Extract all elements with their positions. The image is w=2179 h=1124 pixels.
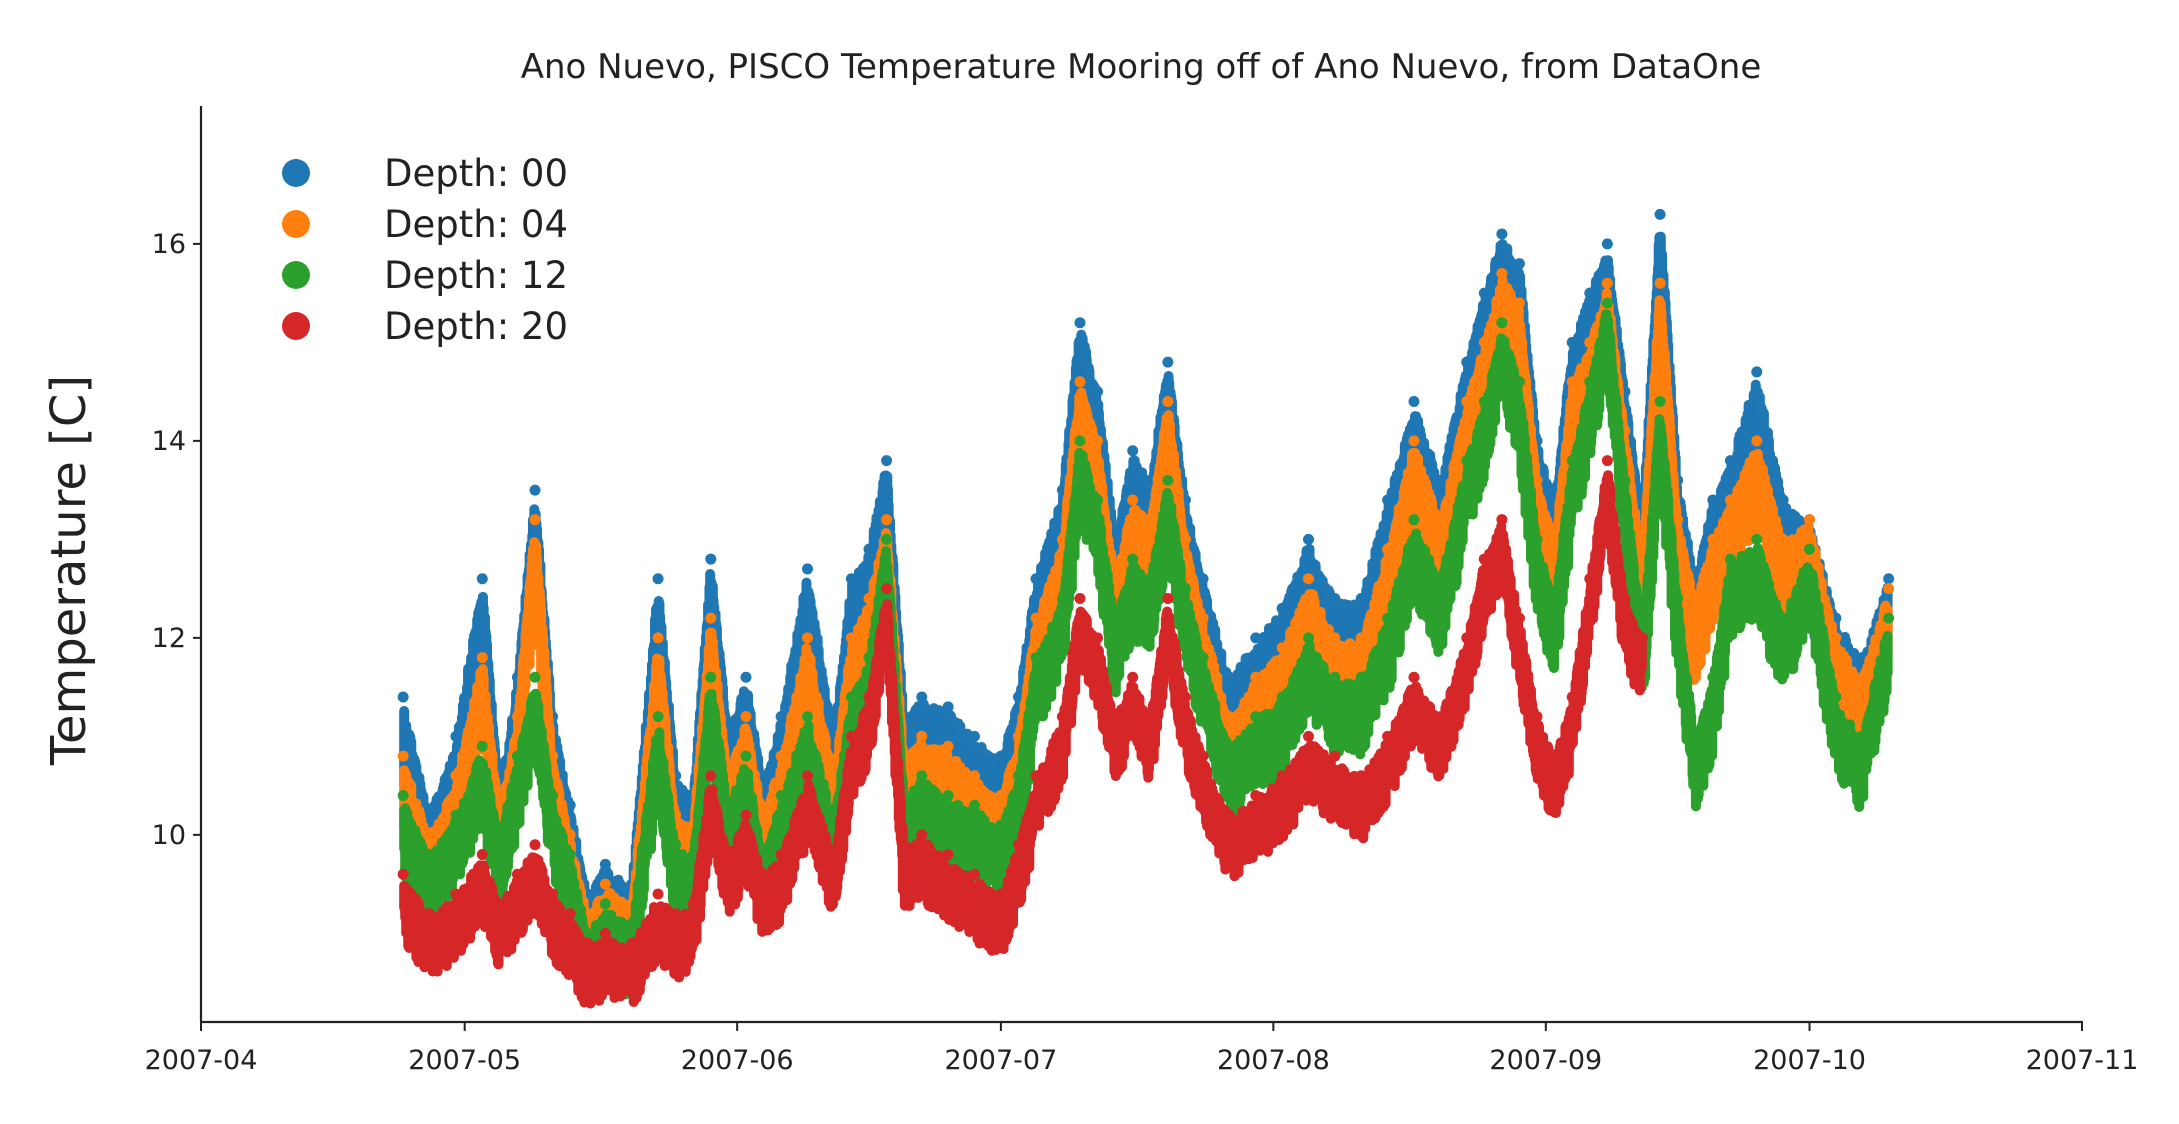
data-point [1531, 474, 1543, 486]
data-point [652, 632, 664, 644]
chart-title: Ano Nuevo, PISCO Temperature Mooring off… [521, 47, 1762, 87]
data-point [1408, 514, 1420, 526]
data-point [881, 455, 893, 467]
data-point [1179, 533, 1191, 545]
data-point [1074, 317, 1086, 329]
data-point [705, 671, 717, 683]
data-point [1074, 376, 1086, 388]
y-axis-label: Temperature [C] [41, 375, 97, 766]
data-point [916, 730, 928, 742]
data-point [1654, 277, 1666, 289]
data-point [1197, 573, 1209, 585]
data-point [397, 750, 409, 762]
data-point [1179, 583, 1191, 595]
data-point [1513, 297, 1525, 309]
data-point [942, 740, 954, 752]
data-point [740, 671, 752, 683]
data-point [942, 789, 954, 801]
data-point [1197, 612, 1209, 624]
data-point [529, 514, 541, 526]
data-point [1672, 514, 1684, 526]
data-point [397, 691, 409, 703]
data-point [1751, 435, 1763, 447]
data-point [916, 770, 928, 782]
data-point [740, 750, 752, 762]
data-point [599, 898, 611, 910]
data-point [1408, 395, 1420, 407]
data-point [529, 671, 541, 683]
data-point [801, 563, 813, 575]
data-point [705, 612, 717, 624]
data-point [564, 849, 576, 861]
data-point [599, 878, 611, 890]
data-point [740, 711, 752, 723]
data-point [1303, 573, 1315, 585]
data-point [1408, 435, 1420, 447]
data-point [547, 789, 559, 801]
data-point [1162, 395, 1174, 407]
data-point [801, 711, 813, 723]
data-point [1197, 652, 1209, 664]
data-point [1830, 632, 1842, 644]
data-point [1162, 356, 1174, 368]
data-point [476, 652, 488, 664]
data-point [670, 839, 682, 851]
data-point [1092, 494, 1104, 506]
data-point [397, 789, 409, 801]
data-point [1303, 533, 1315, 545]
data-point [1329, 632, 1341, 644]
data-point [1804, 514, 1816, 526]
data-point [1777, 494, 1789, 506]
data-point [705, 553, 717, 565]
data-point [1654, 208, 1666, 220]
data-point [1601, 277, 1613, 289]
data-point [1601, 238, 1613, 250]
plot-area [397, 208, 1895, 1009]
data-point [968, 730, 980, 742]
data-point [1751, 366, 1763, 378]
data-point [1883, 583, 1895, 595]
data-point [476, 740, 488, 752]
data-point [1513, 258, 1525, 270]
data-point [1092, 386, 1104, 398]
data-point [1127, 445, 1139, 457]
data-point [881, 514, 893, 526]
data-point [1496, 228, 1508, 240]
data-point [1074, 435, 1086, 447]
data-point [881, 533, 893, 545]
data-point [1162, 474, 1174, 486]
data-point [1092, 435, 1104, 447]
data-point [1883, 573, 1895, 585]
data-point [529, 484, 541, 496]
data-point [801, 632, 813, 644]
data-point [652, 573, 664, 585]
data-point [476, 573, 488, 585]
data-point [652, 711, 664, 723]
data-point [1127, 494, 1139, 506]
data-point [942, 701, 954, 713]
